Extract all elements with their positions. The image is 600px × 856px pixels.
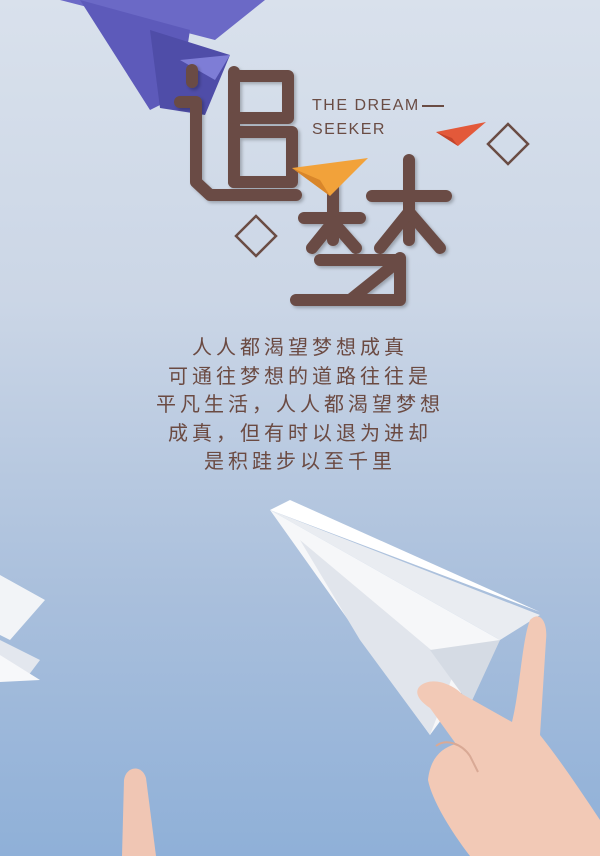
- body-line: 平凡生活，人人都渴望梦想: [156, 392, 444, 416]
- body-line: 人人都渴望梦想成真: [192, 335, 408, 359]
- title-char-meng: [290, 154, 452, 306]
- diamond-outline-icon: [486, 122, 530, 166]
- body-line: 可通往梦想的道路往往是: [168, 363, 432, 388]
- body-line: 是积跬步以至千里: [204, 449, 396, 473]
- purple-origami-plane: [60, 0, 265, 115]
- diamond-outline-icon: [234, 214, 278, 258]
- title-char-zhui: [174, 64, 302, 201]
- left-hand-finger: [122, 768, 156, 856]
- tagline-line-1: THE DREAM: [312, 94, 444, 118]
- title-tagline: THE DREAM SEEKER: [312, 94, 444, 142]
- tagline-line-2: SEEKER: [312, 121, 386, 138]
- body-line: 成真，但有时以退为进却: [168, 420, 432, 445]
- paper-plane-icon: [292, 158, 368, 196]
- body-text: 人人都渴望梦想成真 可通往梦想的道路往往是 平凡生活，人人都渴望梦想 成真，但有…: [120, 333, 480, 476]
- tagline-dash: [421, 104, 444, 107]
- paper-plane-icon: [436, 122, 486, 146]
- right-hand: [417, 616, 600, 856]
- white-paper-plane: [270, 500, 540, 735]
- left-paper-plane: [0, 575, 45, 682]
